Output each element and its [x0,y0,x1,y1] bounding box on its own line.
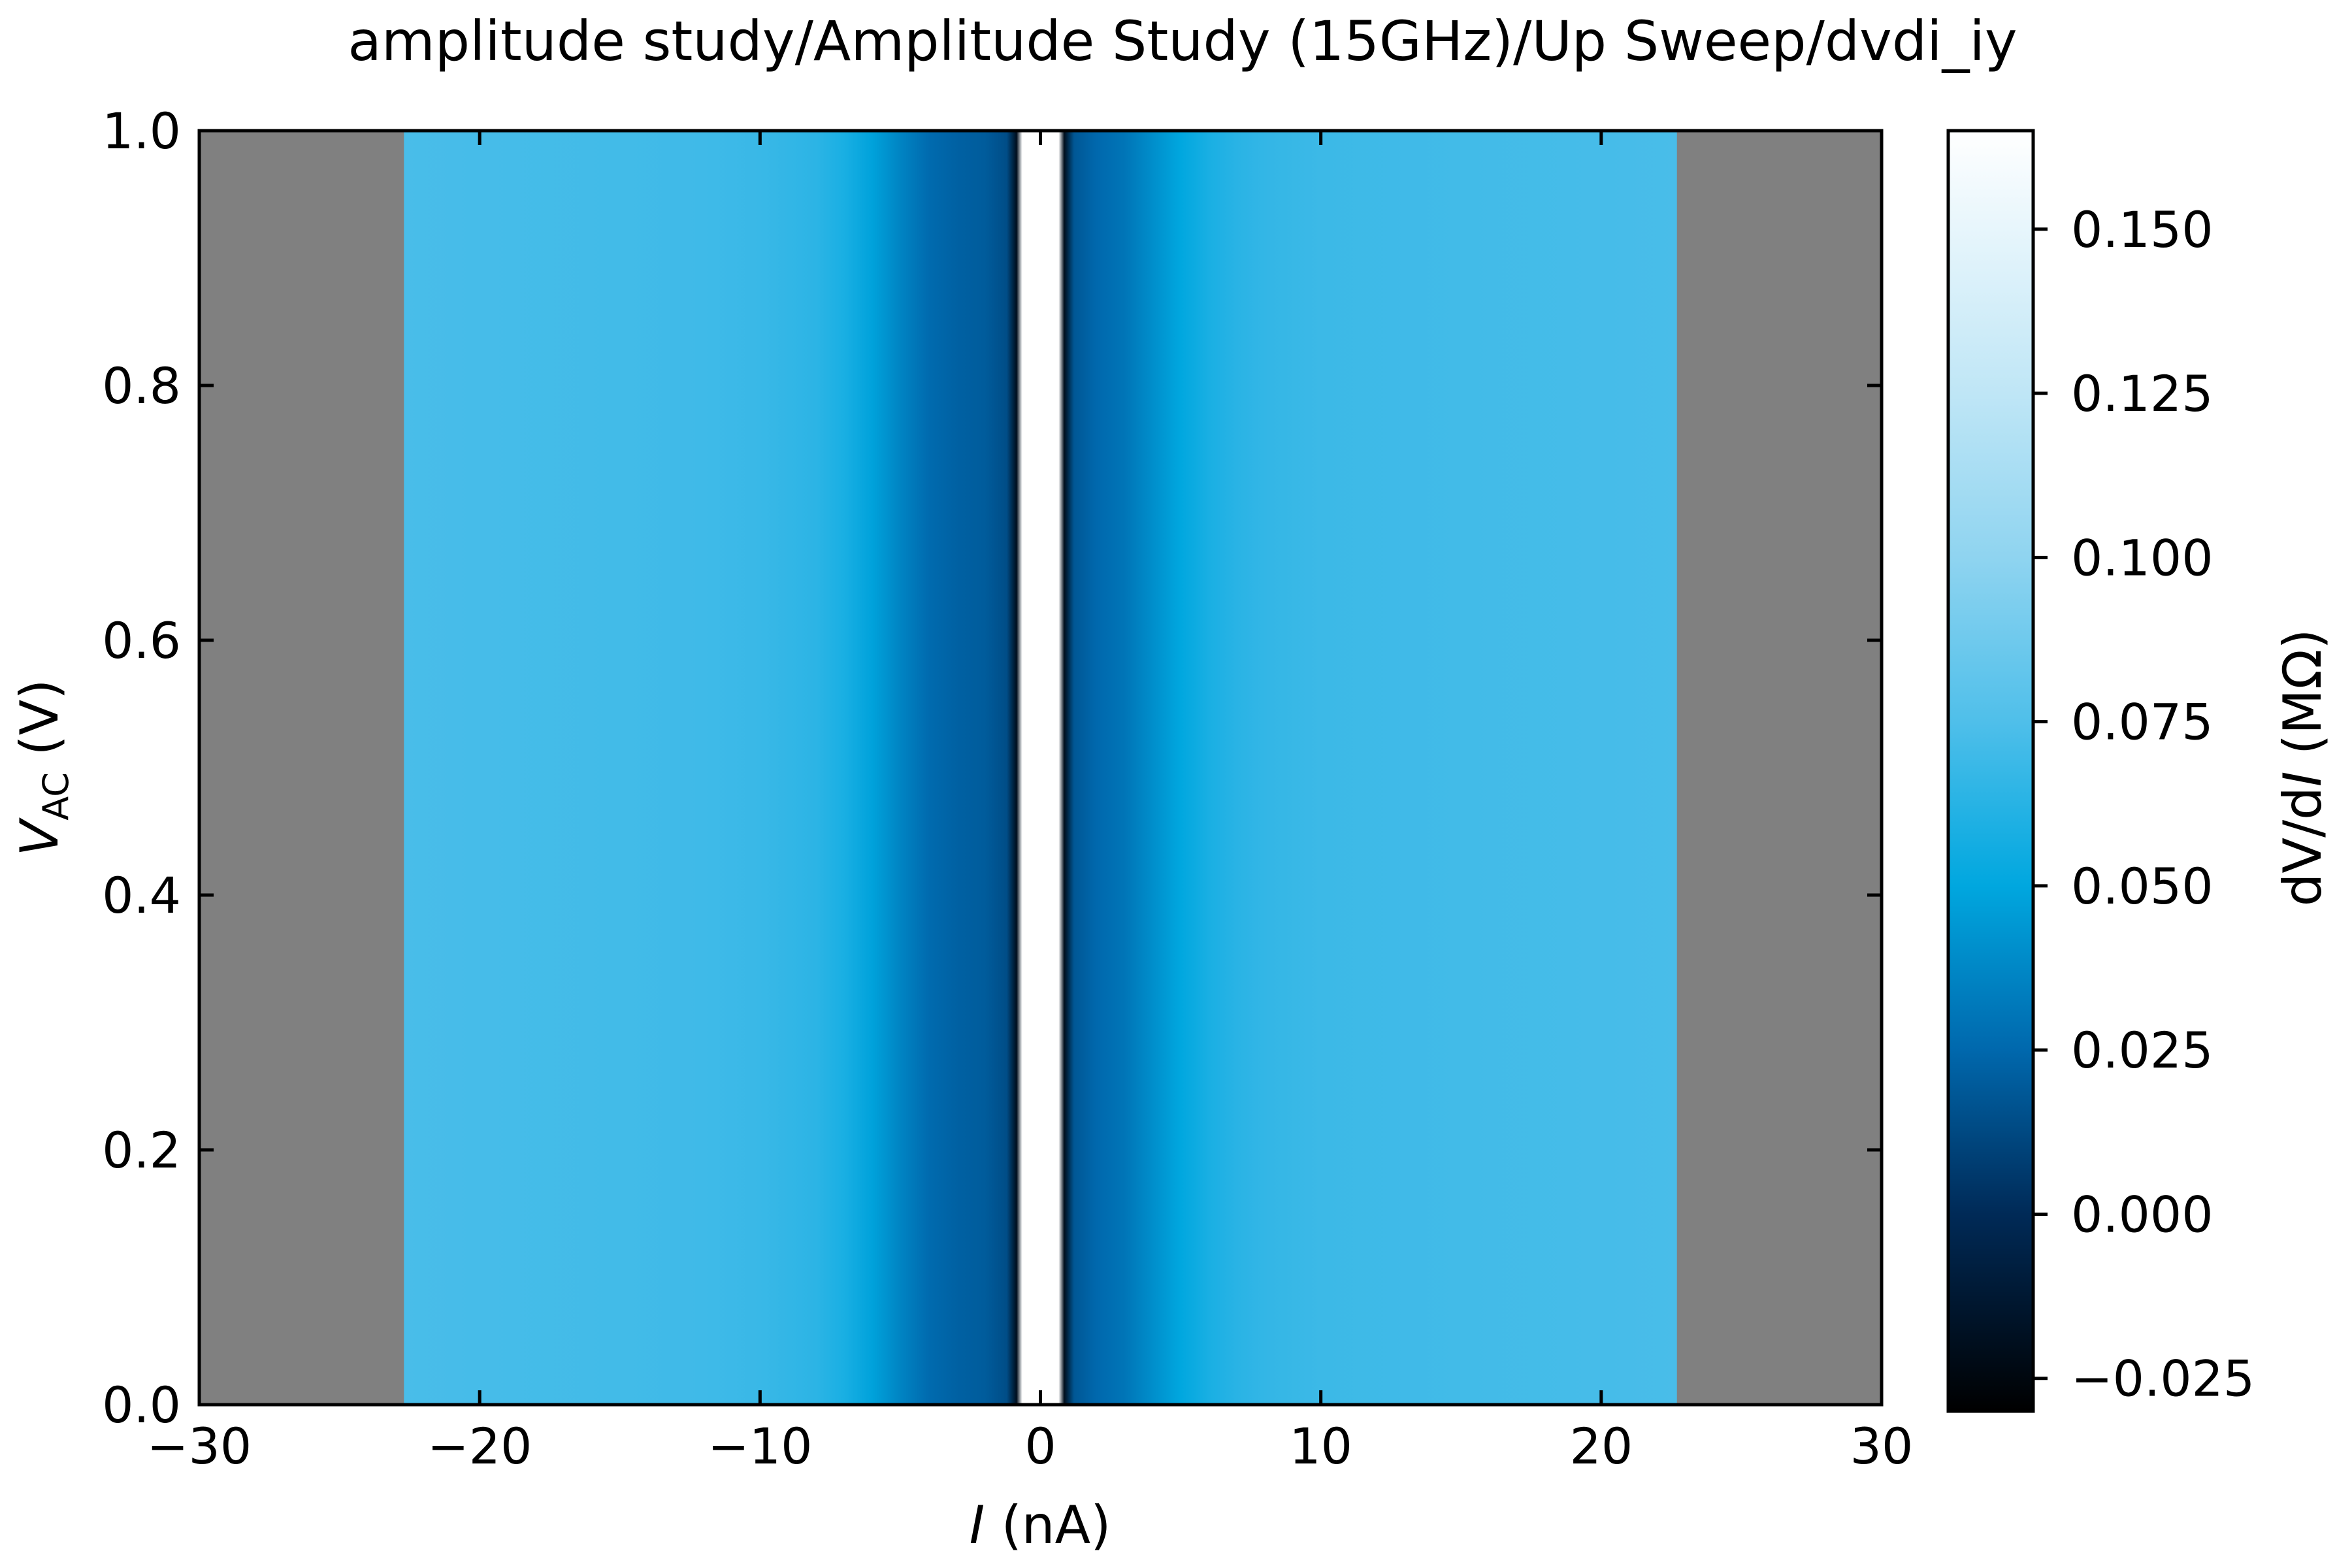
y-tick-label: 0.6 [102,612,181,670]
colorbar-tick-label: 0.100 [2071,529,2213,587]
y-tick-label: 0.4 [102,866,181,924]
x-axis-ticks: −30 −20 −10 0 10 20 30 [147,131,1914,1475]
colorbar-image [1948,131,2033,1411]
chart-title: amplitude study/Amplitude Study (15GHz)/… [348,9,2017,73]
colorbar-tick-label: 0.125 [2071,365,2213,423]
y-tick-label: 0.8 [102,357,181,415]
colorbar-ticks: −0.025 0.000 0.025 0.050 0.075 0.100 0.125 0.15… [2033,201,2255,1408]
colorbar-tick-label: 0.025 [2071,1021,2213,1079]
y-axis-ticks: 0.0 0.2 0.4 0.6 0.8 1.0 [102,102,1882,1434]
y-tick-label: 1.0 [102,102,181,160]
colorbar-label: dV/dI (MΩ) [2272,629,2333,907]
x-tick-label: 30 [1850,1417,1914,1475]
colorbar-tick-label: −0.025 [2071,1350,2255,1408]
colorbar: −0.025 0.000 0.025 0.050 0.075 0.100 0.125 0.15… [1946,129,2255,1413]
x-tick-label: 10 [1289,1417,1352,1475]
x-tick-label: 0 [1024,1417,1056,1475]
x-tick-label: 20 [1569,1417,1633,1475]
colorbar-tick-label: 0.150 [2071,201,2213,259]
heatmap-image [404,131,1677,1405]
y-axis-label: VAC (V) [9,679,76,856]
colorbar-frame [1946,129,2035,1413]
y-tick-label: 0.0 [102,1376,181,1434]
colorbar-tick-label: 0.075 [2071,693,2213,751]
x-tick-label: −10 [708,1417,812,1475]
colorbar-tick-label: 0.000 [2071,1185,2213,1243]
x-tick-label: −20 [427,1417,532,1475]
plot-area: −30 −20 −10 0 10 20 30 0.0 0.2 0.4 0.6 0.8 1.0 [102,102,1913,1475]
x-axis-label: I (nA) [970,1495,1111,1556]
colorbar-tick-label: 0.050 [2071,857,2213,915]
x-tick-label: −30 [147,1417,252,1475]
y-tick-label: 0.2 [102,1121,181,1179]
